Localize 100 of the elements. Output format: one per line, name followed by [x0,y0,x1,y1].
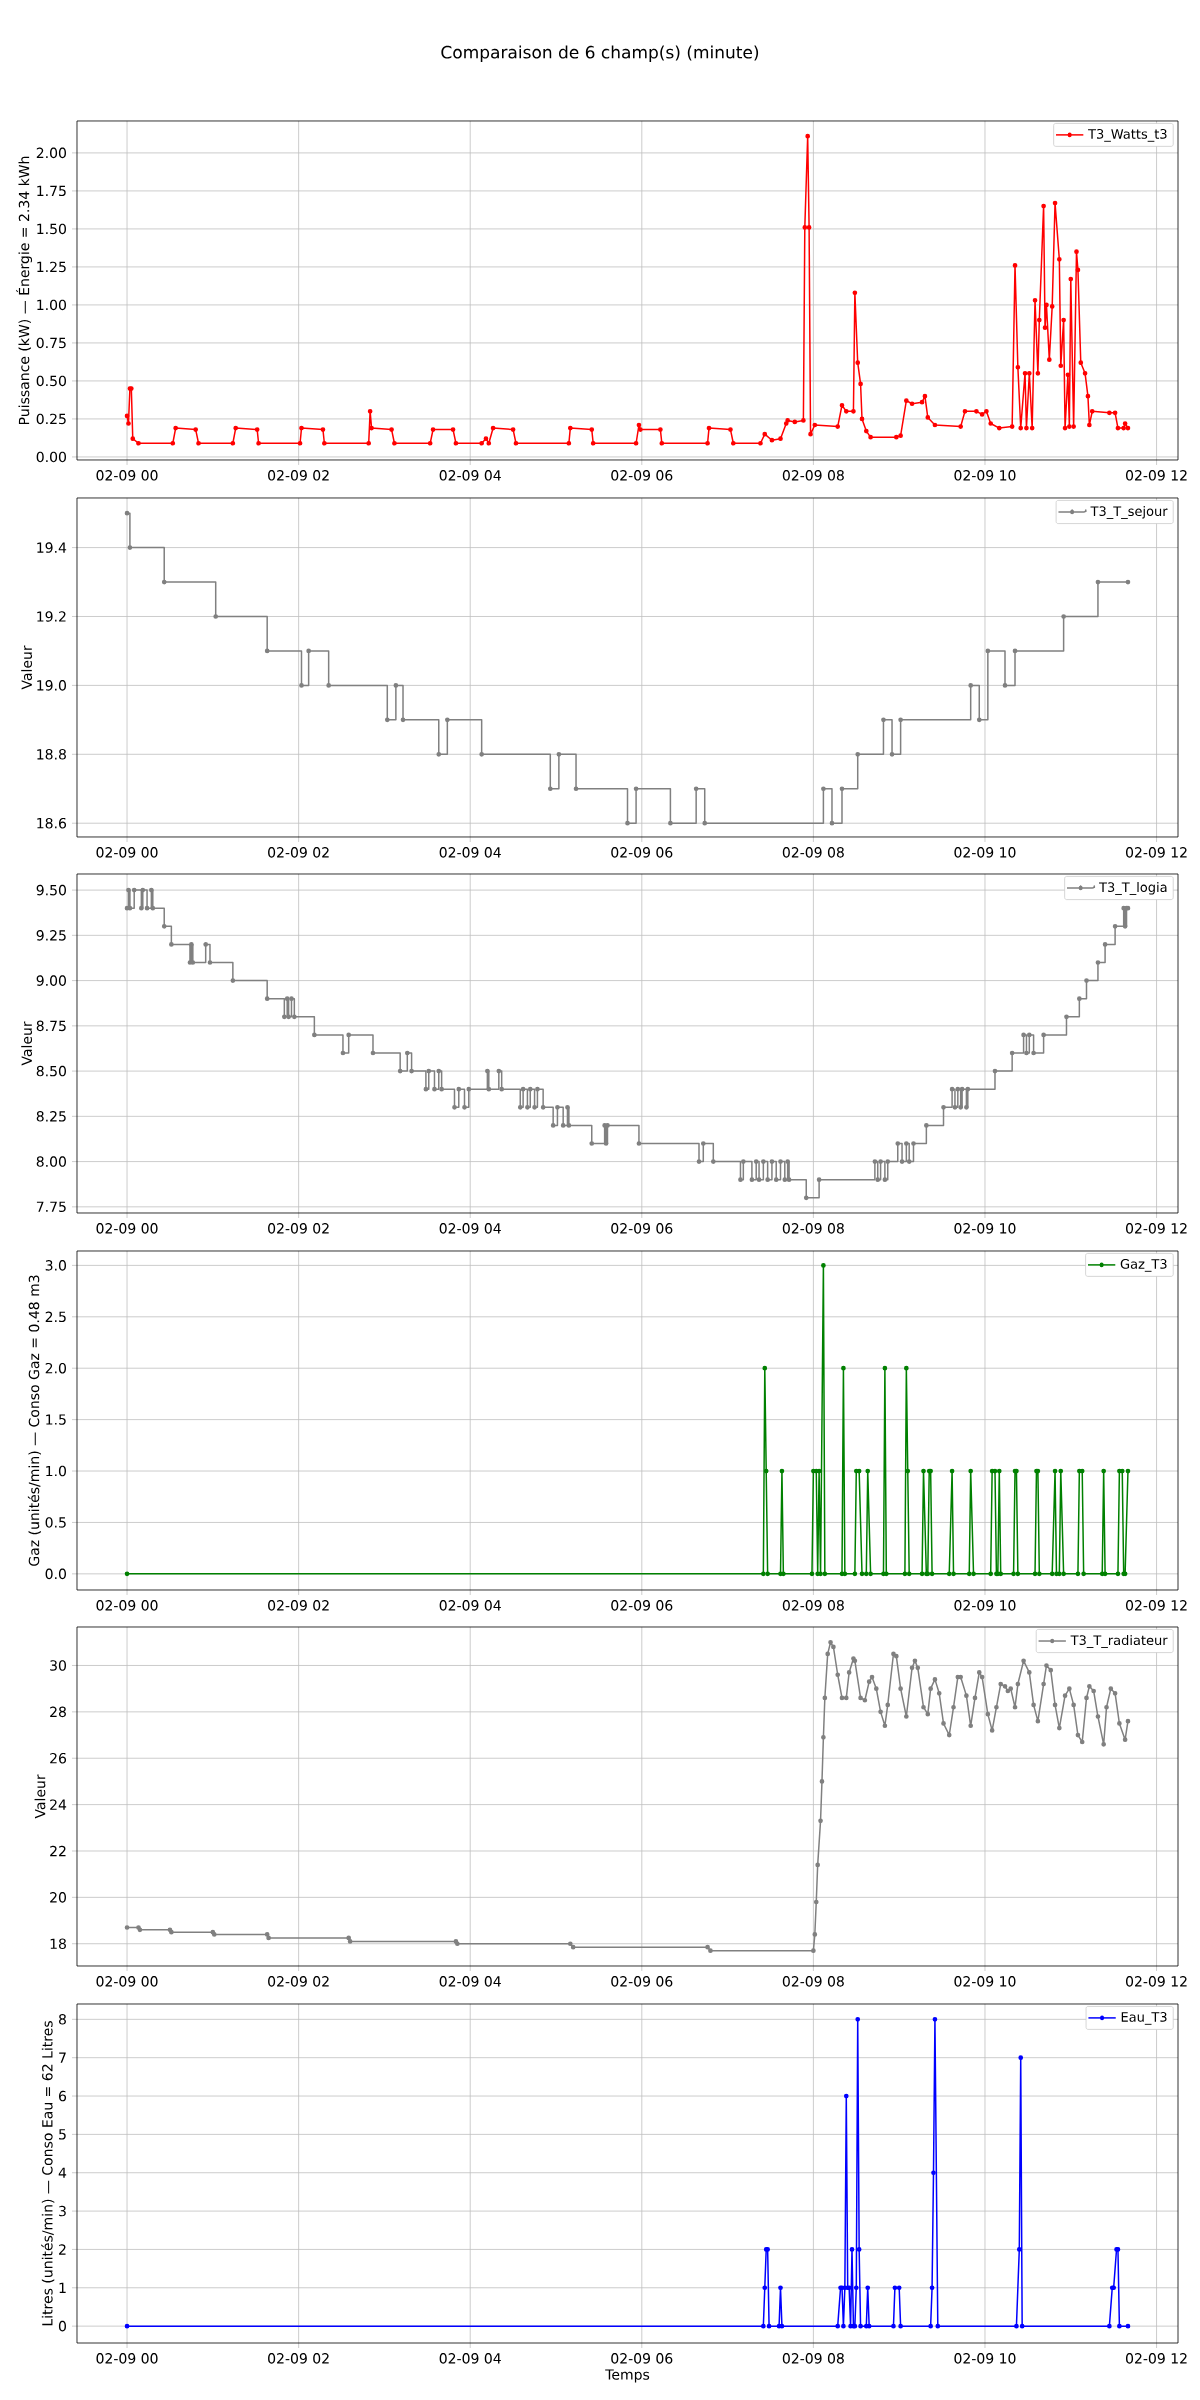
x-tick-label: 02-09 06 [611,1976,673,1987]
x-tick-label: 02-09 12 [1126,2353,1187,2364]
x-tick-label: 02-09 06 [611,1600,673,1611]
x-tick-label: 02-09 00 [96,2353,158,2364]
y-tick-label: 0.25 [36,413,66,425]
y-tick-label: 20 [50,1892,66,1903]
legend-label: T3_T_radiateur [1070,1635,1168,1648]
x-tick-label: 02-09 02 [268,1976,329,1987]
y-tick-label: 7.75 [36,1201,66,1213]
y-tick-label: 8.00 [36,1156,66,1167]
x-tick-label: 02-09 10 [954,1600,1016,1611]
y-tick-label: 18 [50,1938,66,1950]
legend-label: Eau_T3 [1121,2012,1167,2025]
y-tick-label: 1.25 [37,261,66,273]
y-tick-label: 0 [58,2320,66,2332]
y-tick-label: 30 [50,1660,66,1671]
x-axis-title: Temps [605,2369,650,2383]
x-tick-label: 02-09 06 [611,847,673,858]
x-tick-label: 02-09 10 [954,470,1016,481]
y-tick-label: 1.75 [37,185,66,197]
x-tick-label: 02-09 08 [782,470,844,481]
x-tick-label: 02-09 02 [268,1600,329,1611]
x-tick-label: 02-09 06 [611,470,673,481]
x-tick-label: 02-09 08 [782,1600,844,1611]
y-tick-label: 22 [50,1845,66,1857]
x-tick-label: 02-09 04 [439,2353,501,2364]
y-tick-label: 1.00 [37,299,66,311]
y-tick-label: 3.0 [45,1260,66,1271]
y-tick-label: 8.25 [36,1111,66,1122]
y-tick-label: 19.0 [37,680,66,691]
x-tick-label: 02-09 02 [268,1223,329,1234]
y-tick-label: 18.6 [37,817,67,829]
y-tick-label: 8.75 [36,1020,66,1032]
y-tick-label: 1 [59,2282,66,2293]
y-tick-label: 6 [59,2090,67,2102]
y-axis-title: Valeur [21,1021,33,1066]
y-tick-label: 9.25 [36,930,66,941]
x-tick-label: 02-09 10 [954,2353,1016,2364]
x-tick-label: 02-09 12 [1126,1223,1187,1234]
x-tick-label: 02-09 08 [782,847,844,858]
y-tick-label: 18.8 [37,749,66,760]
x-tick-label: 02-09 00 [96,847,158,858]
chart-title: Comparaison de 6 champ(s) (minute) [441,45,759,62]
y-tick-label: 8 [58,2014,66,2025]
y-tick-label: 0.75 [36,337,66,349]
y-tick-label: 8.50 [36,1065,66,1077]
x-tick-label: 02-09 04 [439,847,501,858]
y-axis-title: Litres (unités/min) — Conso Eau = 62 Litres [41,2021,55,2326]
y-axis-title: Gaz (unités/min) — Conso Gaz = 0.48 m3 [27,1275,41,1566]
legend-label: T3_T_logia [1099,882,1167,895]
y-tick-label: 0.0 [45,1568,66,1580]
x-tick-label: 02-09 12 [1126,847,1187,858]
legend-label: Gaz_T3 [1120,1259,1167,1272]
x-tick-label: 02-09 10 [954,847,1016,858]
y-tick-label: 4 [58,2167,67,2178]
x-tick-label: 02-09 02 [268,847,329,858]
y-axis-title: Puissance (kW) — Énergie = 2.34 kWh [16,156,33,425]
legend-label: T3_Watts_t3 [1088,129,1167,142]
x-tick-label: 02-09 12 [1126,470,1187,481]
y-tick-label: 19.2 [37,611,66,622]
y-tick-label: 2.5 [45,1311,66,1323]
x-tick-label: 02-09 04 [439,1223,501,1234]
y-tick-label: 1.50 [37,223,66,235]
y-tick-label: 0.00 [36,451,66,463]
x-tick-label: 02-09 08 [782,1976,844,1987]
y-tick-label: 2 [59,2244,66,2255]
x-tick-label: 02-09 12 [1126,1976,1187,1987]
x-tick-label: 02-09 00 [96,1223,158,1234]
x-tick-label: 02-09 04 [439,1600,501,1611]
y-tick-label: 28 [50,1706,66,1718]
y-tick-label: 1.5 [46,1414,66,1425]
x-tick-label: 02-09 10 [954,1223,1016,1234]
x-tick-label: 02-09 06 [611,1223,673,1234]
y-tick-label: 0.5 [45,1517,66,1528]
x-tick-label: 02-09 00 [96,1600,158,1611]
x-tick-label: 02-09 08 [782,2353,844,2364]
x-tick-label: 02-09 08 [782,1223,844,1234]
y-tick-label: 2.0 [45,1362,66,1374]
y-tick-label: 5 [59,2129,66,2140]
y-tick-label: 9.00 [36,975,66,986]
y-tick-label: 19.4 [37,542,67,553]
x-tick-label: 02-09 02 [268,470,329,481]
y-tick-label: 7 [59,2052,66,2063]
y-axis-title: Valeur [34,1774,46,1819]
x-tick-label: 02-09 10 [954,1976,1016,1987]
x-tick-label: 02-09 00 [96,1976,158,1987]
y-axis-title: Valeur [21,645,33,690]
x-tick-label: 02-09 04 [439,1976,501,1987]
x-tick-label: 02-09 02 [268,2353,329,2364]
x-tick-label: 02-09 00 [96,470,158,481]
x-tick-label: 02-09 06 [611,2353,673,2364]
y-tick-label: 24 [50,1799,67,1810]
x-tick-label: 02-09 12 [1126,1600,1187,1611]
y-tick-label: 2.00 [36,147,66,159]
x-tick-label: 02-09 04 [439,470,501,481]
y-tick-label: 0.50 [36,375,66,387]
y-tick-label: 1.0 [46,1465,66,1477]
y-tick-label: 9.50 [36,884,66,896]
y-tick-label: 26 [50,1752,67,1764]
y-tick-label: 3 [59,2205,66,2217]
